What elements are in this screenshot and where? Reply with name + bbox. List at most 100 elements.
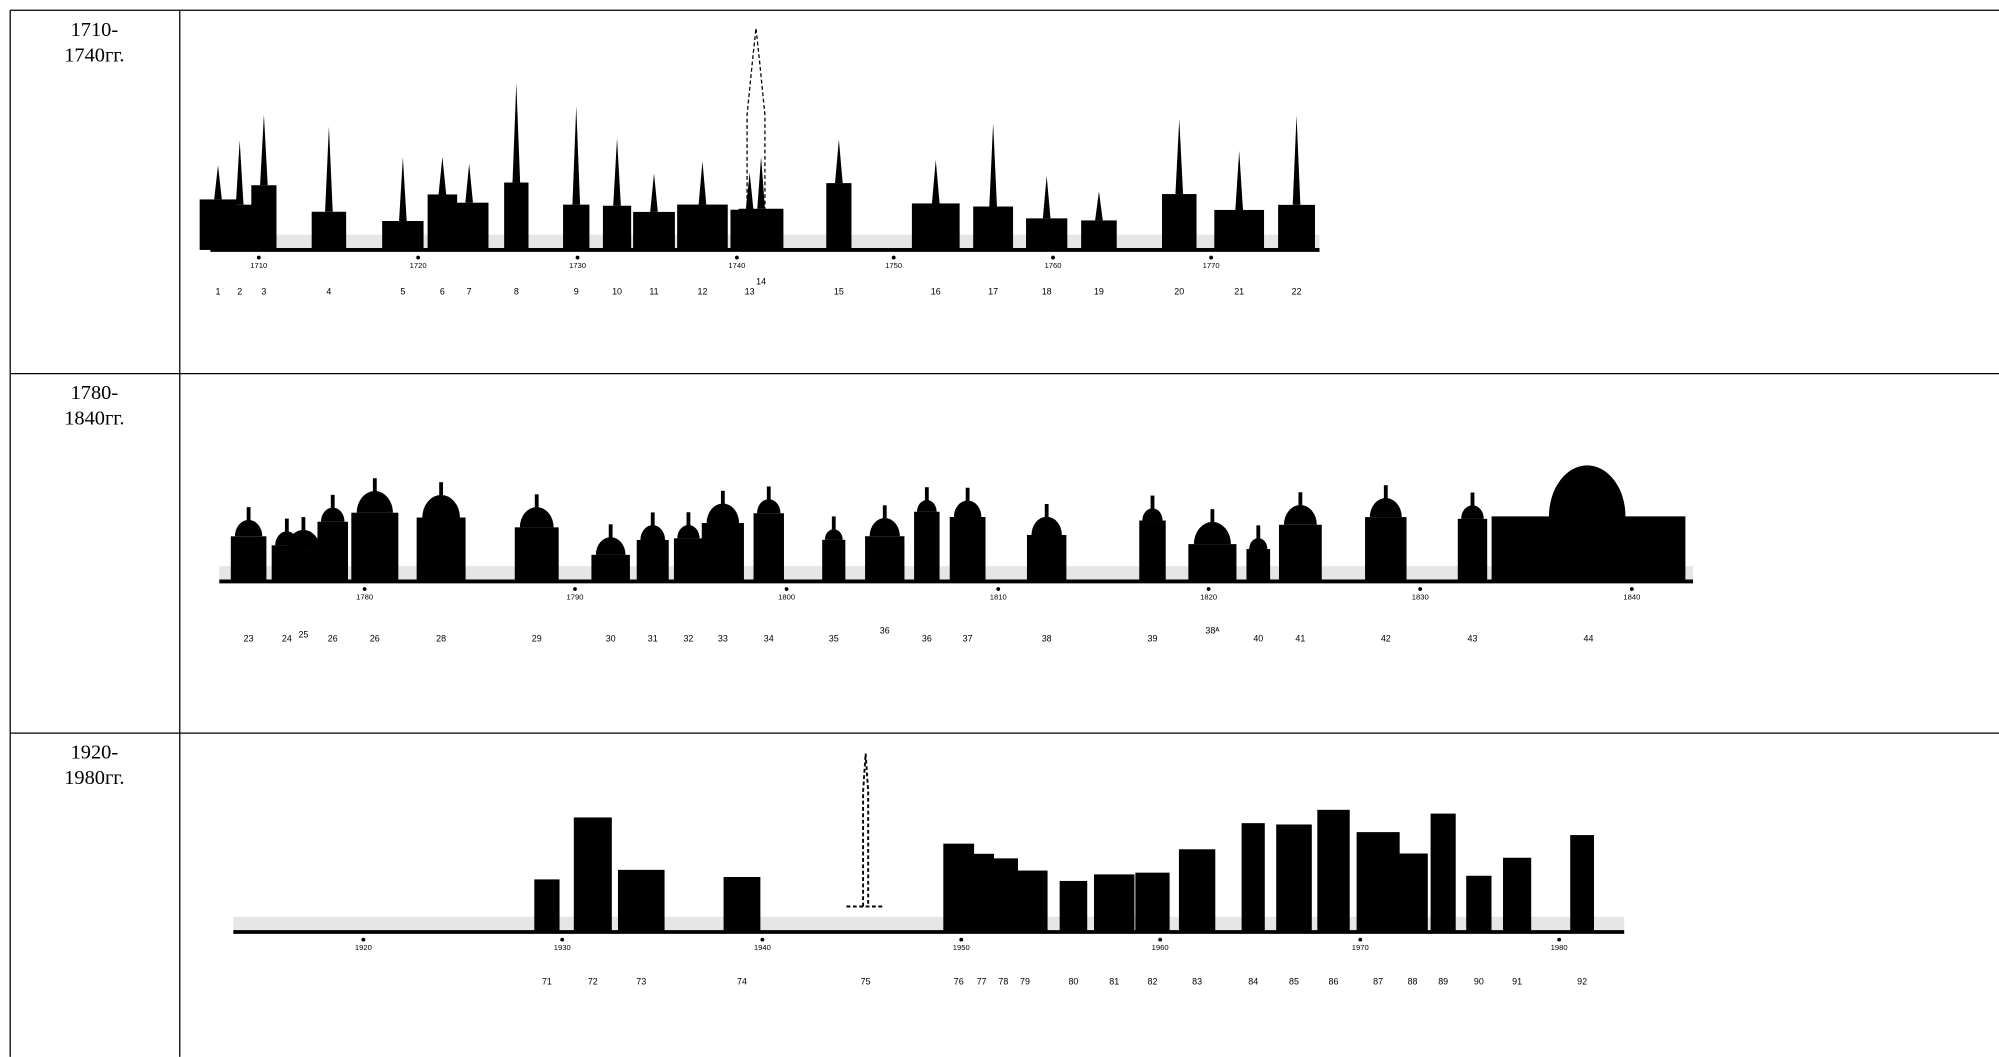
- item-number: 87: [1373, 976, 1383, 986]
- building: [1317, 809, 1350, 932]
- lantern: [439, 482, 444, 498]
- axis-year: 1970: [1352, 943, 1369, 952]
- building: [1135, 872, 1170, 932]
- spire: [745, 172, 754, 210]
- building: [738, 208, 784, 250]
- skyline: [534, 753, 1595, 932]
- dome: [640, 525, 666, 540]
- dome: [869, 518, 900, 537]
- dome: [1283, 505, 1317, 525]
- dome: [519, 507, 554, 528]
- building: [636, 539, 669, 582]
- spire: [1095, 191, 1103, 221]
- building: [1570, 835, 1595, 932]
- spire: [835, 139, 843, 184]
- item-number: 79: [1020, 976, 1030, 986]
- item-number: 22: [1292, 287, 1302, 297]
- building: [1278, 524, 1322, 582]
- item-number: 38ᴬ: [1205, 626, 1220, 636]
- axis-dot: [1557, 937, 1562, 942]
- item-number: 78: [998, 976, 1008, 986]
- table-content: 1710-1740гг.1710 1720 1730 1740 1750 1760 1770…: [64, 19, 1694, 986]
- dome: [1249, 538, 1268, 550]
- spire: [235, 140, 244, 205]
- item-number: 80: [1068, 976, 1078, 986]
- axis-dot: [575, 255, 580, 260]
- dome: [706, 503, 740, 524]
- building: [1214, 209, 1265, 250]
- building: [617, 869, 665, 932]
- axis-dot: [560, 937, 565, 942]
- item-number: 75: [861, 976, 871, 986]
- lantern: [1383, 485, 1388, 501]
- dashed-spire: [746, 28, 766, 250]
- spire: [512, 82, 521, 183]
- lantern: [1256, 525, 1261, 541]
- building: [563, 204, 590, 250]
- lantern: [720, 490, 725, 507]
- dome: [422, 494, 460, 518]
- building: [1356, 832, 1400, 932]
- building: [1178, 849, 1216, 932]
- item-number: 81: [1109, 976, 1119, 986]
- period-label: 1780-: [71, 382, 119, 404]
- item-number: 26: [328, 633, 338, 643]
- item-number: 4: [326, 287, 331, 297]
- skyline: [230, 478, 1603, 582]
- building: [1162, 194, 1197, 250]
- axis-dot: [1206, 587, 1211, 591]
- building: [865, 536, 905, 582]
- axis-year: 1960: [1152, 943, 1169, 952]
- tower: [846, 753, 885, 908]
- dome: [677, 524, 700, 539]
- item-number: 17: [988, 287, 998, 297]
- building: [677, 204, 728, 250]
- axis-year: 1980: [1551, 943, 1568, 952]
- period-label: 1740гг.: [64, 44, 124, 66]
- spire: [650, 173, 658, 212]
- axis-year: 1750: [885, 261, 902, 270]
- item-number: 5: [400, 287, 405, 297]
- axis-year: 1720: [410, 261, 427, 270]
- item-number: 26: [370, 633, 380, 643]
- item-number: 33: [718, 633, 728, 643]
- building: [351, 512, 399, 582]
- axis-dot: [1358, 937, 1363, 942]
- item-number: 89: [1438, 976, 1448, 986]
- building: [1241, 823, 1265, 932]
- lantern: [534, 494, 539, 510]
- building: [1430, 813, 1456, 932]
- item-number: 43: [1468, 633, 1478, 643]
- building: [591, 554, 630, 582]
- item-number: 39: [1148, 633, 1158, 643]
- item-number: 71: [542, 976, 552, 986]
- axis-year: 1770: [1203, 261, 1220, 270]
- lantern: [650, 512, 655, 528]
- spire: [613, 138, 621, 206]
- dome: [953, 500, 982, 517]
- item-number: 24: [282, 633, 292, 643]
- building: [633, 211, 675, 250]
- axis-dot: [996, 587, 1001, 591]
- item-number: 29: [532, 633, 542, 643]
- spire: [1292, 115, 1301, 205]
- lantern: [372, 478, 377, 494]
- item-number: 84: [1248, 976, 1258, 986]
- axis-year: 1730: [569, 261, 586, 270]
- period-label: 1710-: [71, 19, 119, 41]
- skyline: [199, 82, 1315, 250]
- axis-year: 1710: [250, 261, 267, 270]
- item-number: 82: [1148, 976, 1158, 986]
- building: [1139, 520, 1166, 582]
- building: [534, 879, 560, 932]
- spire: [1235, 150, 1244, 210]
- item-number: 34: [764, 633, 774, 643]
- item-number: 91: [1512, 976, 1522, 986]
- axis-dot: [891, 255, 896, 260]
- building: [826, 183, 852, 250]
- spire: [465, 163, 473, 203]
- item-number: 74: [737, 976, 747, 986]
- building: [701, 523, 744, 582]
- building: [911, 203, 960, 250]
- dome: [286, 529, 321, 551]
